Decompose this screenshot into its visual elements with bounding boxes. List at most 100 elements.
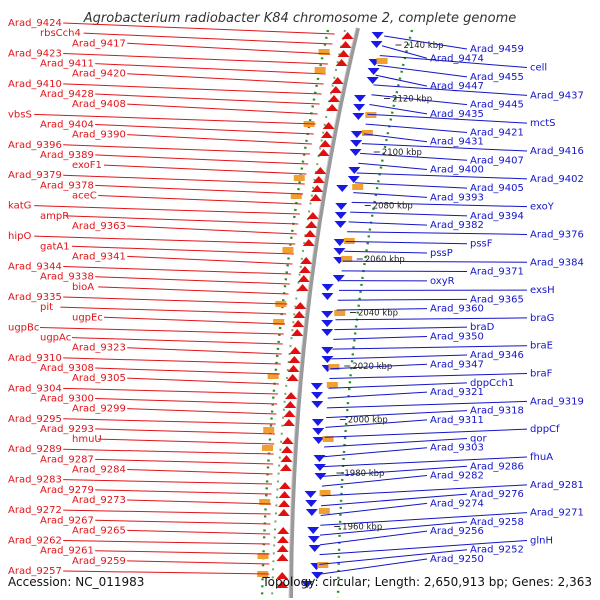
forward-gene-arrow: [312, 437, 325, 444]
gene-label-rbscch4: rbsCch4: [40, 28, 81, 39]
reverse-gene-arrow: [339, 41, 352, 48]
gene-label-mcts: mctS: [530, 118, 556, 129]
gene-label-ugpac: ugpAc: [40, 333, 71, 344]
gene-label-arad-9371: Arad_9371: [470, 267, 524, 278]
left-leader-line: [63, 509, 271, 515]
left-leader-line: [95, 184, 304, 195]
left-leader-line: [71, 245, 294, 255]
gene-label-arad-9346: Arad_9346: [470, 350, 524, 361]
gene-label-arad-9408: Arad_9408: [72, 99, 126, 110]
gene-label-arad-9261: Arad_9261: [40, 546, 94, 557]
left-leader-line: [63, 387, 279, 395]
left-leader-line: [63, 357, 281, 365]
kbp-scale: 2140 kbp 2120 kbp 2100 kbp 2080 kbp 2060 kbp…: [334, 41, 444, 533]
gene-label-arad-9423: Arad_9423: [8, 48, 62, 59]
right-leader-line: [329, 373, 528, 379]
feature-block: [257, 553, 269, 559]
scale-tick-label: 1960 kbp: [342, 523, 382, 533]
feature-block: [262, 445, 274, 451]
scale-tick-label: 1980 kbp: [344, 469, 384, 479]
gene-label-arad-9283: Arad_9283: [8, 475, 62, 486]
gene-label-arad-9420: Arad_9420: [72, 69, 126, 80]
right-leader-line: [324, 437, 468, 448]
reverse-gene-arrow: [276, 554, 289, 561]
reverse-gene-arrow: [279, 464, 292, 471]
gc-skew-ring: [336, 29, 414, 599]
gene-label-arad-9382: Arad_9382: [430, 220, 484, 231]
right-leader-line: [361, 143, 528, 152]
gene-label-pssf: pssF: [470, 239, 493, 250]
forward-gene-arrow: [313, 455, 326, 462]
feature-block: [343, 238, 355, 244]
scale-tick-label: 2000 kbp: [348, 416, 388, 426]
feature-block: [361, 130, 373, 136]
gene-label-arad-9267: Arad_9267: [40, 515, 94, 526]
scale-tick-label: 2120 kbp: [392, 95, 432, 105]
feature-block: [341, 256, 353, 262]
gene-label-arad-9310: Arad_9310: [8, 353, 62, 364]
gene-label-arad-9384: Arad_9384: [530, 257, 584, 268]
feature-track: [257, 32, 388, 588]
left-leader-line: [98, 438, 275, 445]
right-leader-line: [353, 192, 428, 198]
gene-label-arad-9256: Arad_9256: [430, 526, 484, 537]
left-leader-line: [63, 144, 311, 155]
left-leader-line: [95, 458, 274, 465]
forward-gene-arrow: [305, 509, 318, 516]
gene-label-arad-9447: Arad_9447: [430, 81, 484, 92]
reverse-gene-arrow: [331, 77, 344, 84]
gene-label-arad-9379: Arad_9379: [8, 170, 62, 181]
forward-gene-arrow: [366, 77, 379, 84]
gene-label-arad-9279: Arad_9279: [40, 485, 94, 496]
left-leader-line: [95, 154, 309, 165]
left-leader-line: [95, 63, 326, 75]
reverse-gene-arrow: [278, 500, 291, 507]
gene-label-exsh: exsH: [530, 285, 555, 296]
forward-gene-arrow: [311, 401, 324, 408]
gene-label-arad-9378: Arad_9378: [40, 180, 94, 191]
feature-block: [318, 508, 330, 514]
feature-block: [259, 499, 271, 505]
left-leader-line: [127, 134, 312, 145]
forward-gene-arrow: [370, 41, 383, 48]
gene-label-qor: qor: [470, 433, 487, 444]
gene-label-arad-9455: Arad_9455: [470, 72, 524, 83]
left-leader-line: [63, 266, 292, 275]
reverse-gene-arrow: [305, 221, 318, 228]
left-leader-line: [127, 42, 331, 55]
forward-gene-arrow: [350, 140, 363, 147]
feature-block: [273, 319, 285, 325]
reverse-gene-arrow: [320, 131, 333, 138]
gene-label-arad-9272: Arad_9272: [8, 505, 62, 516]
right-leader-line: [319, 549, 468, 565]
gene-label-arad-9259: Arad_9259: [72, 556, 126, 567]
left-leader-line: [66, 215, 299, 225]
gene-label-arad-9338: Arad_9338: [40, 272, 94, 283]
gene-label-arad-9335: Arad_9335: [8, 292, 62, 303]
feature-block: [352, 184, 364, 190]
gene-label-arad-9284: Arad_9284: [72, 465, 126, 476]
gene-label-dppcch1: dppCch1: [470, 378, 514, 389]
forward-gene-arrow: [307, 536, 320, 543]
reverse-gene-arrow: [319, 140, 332, 147]
right-leader-line: [369, 104, 428, 115]
gene-label-bioa: bioA: [72, 282, 94, 293]
gene-label-arad-9347: Arad_9347: [430, 359, 484, 370]
gene-label-brag: braG: [530, 313, 554, 324]
left-leader-line: [127, 347, 282, 355]
right-leader-line: [367, 113, 528, 124]
gene-label-arad-9390: Arad_9390: [72, 130, 126, 141]
left-leader-line: [95, 93, 320, 105]
right-leader-line: [356, 172, 528, 180]
right-leader-line: [371, 94, 468, 106]
right-leader-line: [354, 182, 468, 189]
gene-label-ampr: ampR: [40, 211, 69, 222]
right-leader-line: [330, 363, 428, 370]
right-leader-line: [345, 241, 468, 245]
gene-label-gata1: gatA1: [40, 241, 70, 252]
forward-gene-arrow: [353, 104, 366, 111]
forward-gene-arrow: [336, 185, 349, 192]
gene-label-arad-9417: Arad_9417: [72, 38, 126, 49]
right-leader-line: [335, 317, 528, 321]
